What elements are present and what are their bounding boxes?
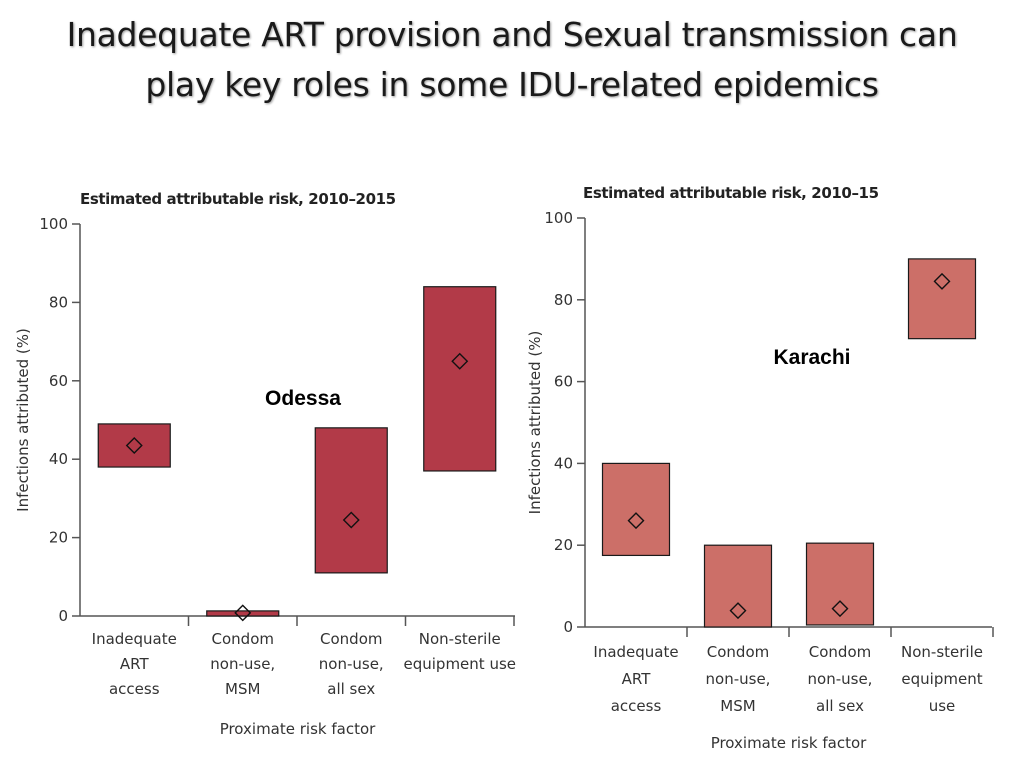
city-annotation: Odessa [265, 387, 341, 410]
category-label-line: Condom [809, 643, 871, 661]
chart-title: Estimated attributable risk, 2010–15 [583, 184, 879, 202]
point-estimate-marker [831, 600, 849, 618]
y-axis-title: Infections attributed (%) [14, 328, 32, 512]
point-estimate-marker [627, 512, 645, 530]
category-label-line: all sex [327, 680, 375, 698]
y-tick-label: 100 [39, 215, 68, 233]
category-label-line: Inadequate [593, 643, 678, 661]
point-estimate-marker [729, 602, 747, 620]
y-tick-label: 80 [554, 291, 573, 309]
range-bar [423, 286, 497, 472]
category-label-line: Non-sterile [419, 630, 501, 648]
category-label-line: equipment [901, 670, 982, 688]
slide-title: Inadequate ART provision and Sexual tran… [20, 10, 1004, 110]
category-label-line: MSM [720, 697, 755, 715]
category-label: Condom non-use, MSM [210, 630, 275, 698]
x-axis-title: Proximate risk factor [711, 734, 867, 752]
range-bar [314, 427, 388, 574]
category-label-line: non-use, [210, 655, 275, 673]
category-label-line: access [611, 697, 662, 715]
category-label-line: access [109, 680, 160, 698]
point-estimate-marker [234, 604, 252, 622]
chart-2: Estimated attributable risk, 2010–15 0 20 4… [526, 184, 994, 752]
range-bar [907, 258, 977, 340]
category-label-line: non-use, [706, 670, 771, 688]
y-tick-label: 20 [49, 529, 68, 547]
y-tick-label: 0 [563, 618, 573, 636]
range-bar [601, 462, 671, 557]
category-label-line: Condom [707, 643, 769, 661]
point-estimate-marker [451, 352, 469, 370]
y-tick-label: 20 [554, 536, 573, 554]
chart-1: Estimated attributable risk, 2010–2015 0 2… [14, 190, 516, 738]
range-bar [703, 544, 773, 628]
category-label-line: non-use, [808, 670, 873, 688]
category-label: Non-sterile equipment use [901, 643, 983, 715]
category-label: Condom non-use, all sex [319, 630, 384, 698]
y-tick-label: 40 [554, 454, 573, 472]
category-label-line: all sex [816, 697, 864, 715]
chart-title: Estimated attributable risk, 2010–2015 [80, 190, 396, 208]
category-label-line: Condom [320, 630, 382, 648]
category-label: Non-sterile equipment use [404, 630, 517, 673]
y-axis-title: Infections attributed (%) [526, 331, 544, 515]
category-label-line: ART [120, 655, 150, 673]
category-label: Condom non-use, all sex [808, 643, 873, 715]
x-axis-title: Proximate risk factor [220, 720, 376, 738]
y-tick-label: 60 [554, 373, 573, 391]
category-label-line: Non-sterile [901, 643, 983, 661]
y-tick-label: 60 [49, 372, 68, 390]
range-bar [97, 423, 171, 468]
category-label: Inadequate ART access [593, 643, 678, 715]
point-estimate-marker [125, 436, 143, 454]
category-label-line: use [929, 697, 956, 715]
category-label-line: Condom [212, 630, 274, 648]
category-label-line: MSM [225, 680, 260, 698]
category-label-line: non-use, [319, 655, 384, 673]
category-label-line: Inadequate [92, 630, 177, 648]
range-bar [206, 610, 280, 617]
y-tick-label: 100 [544, 209, 573, 227]
point-estimate-marker [342, 511, 360, 529]
city-annotation: Karachi [773, 346, 850, 369]
category-label-line: ART [622, 670, 652, 688]
category-label-line: equipment use [404, 655, 517, 673]
y-tick-label: 80 [49, 293, 68, 311]
category-label: Inadequate ART access [92, 630, 177, 698]
point-estimate-marker [933, 272, 951, 290]
y-tick-label: 0 [58, 607, 68, 625]
y-tick-label: 40 [49, 450, 68, 468]
range-bar [805, 542, 875, 626]
category-label: Condom non-use, MSM [706, 643, 771, 715]
slide-title-line-1: Inadequate ART provision and Sexual tran… [66, 15, 958, 54]
slide-title-line-2: play key roles in some IDU-related epide… [145, 65, 879, 104]
